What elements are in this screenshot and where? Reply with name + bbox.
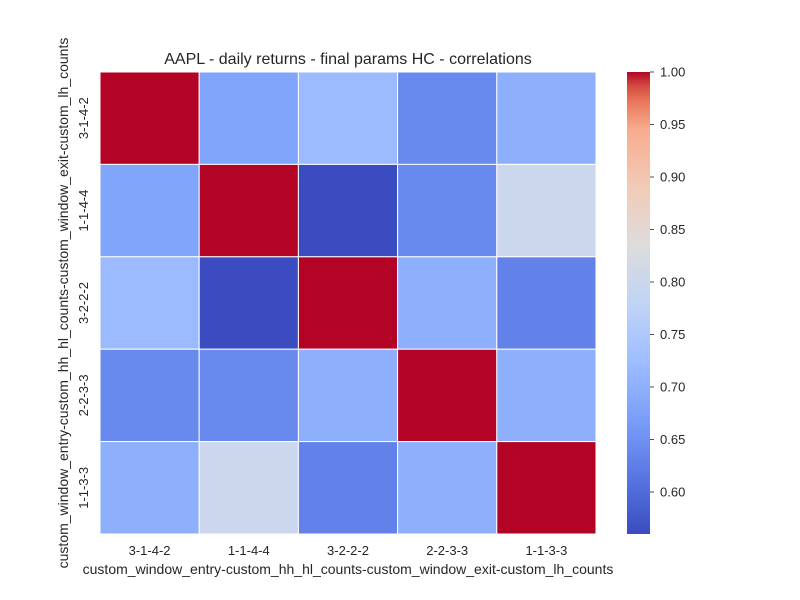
colorbar-tick-label: 0.95 [660, 117, 685, 132]
heatmap-cell [496, 441, 597, 535]
heatmap-cell [496, 256, 597, 350]
heatmap-cell [397, 163, 498, 258]
heatmap-cell [99, 441, 200, 535]
chart-title: AAPL - daily returns - final params HC -… [164, 51, 532, 68]
colorbar-tick-label: 0.75 [660, 327, 685, 342]
colorbar-tick-label: 0.90 [660, 170, 685, 185]
colorbar-tick-label: 0.65 [660, 432, 685, 447]
x-tick-label: 1-1-4-4 [228, 543, 270, 558]
colorbar [627, 72, 650, 534]
heatmap-cell [397, 256, 498, 350]
x-tick-label: 3-2-2-2 [327, 543, 369, 558]
y-tick-labels: 3-1-4-2 1-1-4-4 3-2-2-2 2-2-3-3 1-1-3-3 [76, 97, 91, 509]
y-tick-label: 3-2-2-2 [76, 282, 91, 324]
heatmap-cell [496, 348, 597, 443]
heatmap-cell [198, 348, 299, 443]
colorbar-ticks: 0.60 0.65 0.70 0.75 0.80 0.85 0.90 0.95 1.00 [650, 65, 685, 500]
y-axis-label: custom_window_entry-custom_hh_hl_counts-… [55, 38, 71, 569]
x-axis-label: custom_window_entry-custom_hh_hl_counts-… [83, 561, 614, 577]
y-tick-label: 1-1-3-3 [76, 467, 91, 509]
colorbar-tick-label: 0.80 [660, 275, 685, 290]
y-tick-label: 1-1-4-4 [76, 190, 91, 232]
heatmap-cell [297, 441, 399, 535]
y-tick-label: 3-1-4-2 [76, 97, 91, 139]
heatmap-cell [297, 71, 399, 165]
x-tick-label: 3-1-4-2 [129, 543, 171, 558]
heatmap-cell [297, 163, 399, 258]
heatmap-cell [198, 163, 299, 258]
heatmap-cell [496, 71, 597, 165]
heatmap-cell [397, 441, 498, 535]
heatmap-cell [198, 71, 299, 165]
heatmap-cell [397, 71, 498, 165]
colorbar-tick-label: 0.85 [660, 222, 685, 237]
heatmap-cell [99, 71, 200, 165]
heatmap-cell [99, 256, 200, 350]
colorbar-tick-label: 1.00 [660, 65, 685, 80]
heatmap-cell [99, 348, 200, 443]
heatmap-cell [496, 163, 597, 258]
heatmap-cell [397, 348, 498, 443]
x-tick-label: 1-1-3-3 [525, 543, 567, 558]
heatmap-cell [99, 163, 200, 258]
colorbar-tick-label: 0.70 [660, 380, 685, 395]
heatmap-cells [99, 71, 597, 535]
colorbar-tick-label: 0.60 [660, 485, 685, 500]
heatmap-cell [198, 256, 299, 350]
x-tick-labels: 3-1-4-2 1-1-4-4 3-2-2-2 2-2-3-3 1-1-3-3 [129, 543, 568, 558]
heatmap-cell [198, 441, 299, 535]
heatmap-cell [297, 256, 399, 350]
y-tick-label: 2-2-3-3 [76, 374, 91, 416]
x-tick-label: 2-2-3-3 [426, 543, 468, 558]
heatmap-cell [297, 348, 399, 443]
